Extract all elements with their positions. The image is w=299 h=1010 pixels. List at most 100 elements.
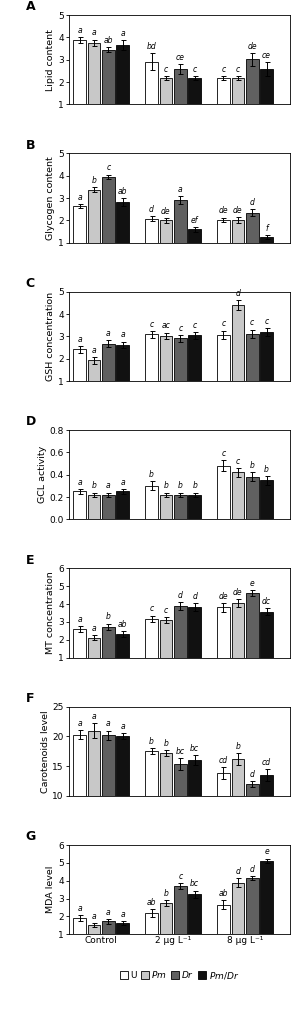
Text: a: a [91, 624, 96, 632]
Text: dc: dc [262, 597, 271, 606]
Bar [231, 220, 244, 242]
Text: ab: ab [103, 35, 113, 44]
Text: de: de [161, 207, 171, 216]
Bar [160, 336, 172, 381]
Bar [174, 338, 187, 381]
Bar [246, 593, 259, 658]
Bar [188, 495, 201, 519]
Text: c: c [265, 317, 269, 325]
Bar [145, 486, 158, 519]
Text: b: b [106, 612, 111, 621]
Bar [73, 349, 86, 381]
Text: b: b [149, 471, 154, 479]
Bar [116, 492, 129, 519]
Text: a: a [77, 193, 82, 202]
Y-axis label: Glycogen content: Glycogen content [46, 157, 55, 240]
Text: cd: cd [219, 756, 228, 766]
Text: de: de [219, 206, 228, 215]
Bar [160, 78, 172, 104]
Text: b: b [149, 737, 154, 746]
Text: a: a [120, 330, 125, 339]
Text: d: d [235, 289, 240, 298]
Bar [73, 40, 86, 104]
Bar [231, 603, 244, 658]
Bar [160, 220, 172, 242]
Bar [246, 333, 259, 381]
Text: ab: ab [147, 898, 156, 907]
Text: a: a [77, 478, 82, 487]
Bar [102, 921, 115, 934]
Text: a: a [106, 719, 111, 728]
Text: ce: ce [176, 53, 185, 62]
Y-axis label: MDA level: MDA level [46, 866, 55, 913]
Text: d: d [250, 198, 255, 207]
Bar [246, 60, 259, 104]
Text: a: a [120, 910, 125, 919]
Bar [88, 637, 100, 658]
Text: c: c [150, 319, 154, 328]
Text: b: b [164, 482, 168, 490]
Text: b: b [91, 176, 96, 185]
Bar [174, 69, 187, 104]
Bar [231, 883, 244, 934]
Y-axis label: Lipid content: Lipid content [46, 29, 55, 91]
Text: ab: ab [118, 619, 127, 628]
Bar [217, 466, 230, 519]
Text: c: c [236, 457, 240, 466]
Bar [188, 894, 201, 934]
Text: c: c [236, 65, 240, 74]
Text: c: c [221, 65, 226, 74]
Text: d: d [235, 868, 240, 876]
Bar [231, 473, 244, 519]
Text: de: de [248, 41, 257, 51]
Text: c: c [221, 319, 226, 328]
Bar [260, 612, 273, 658]
Bar [174, 765, 187, 796]
Text: c: c [221, 449, 226, 458]
Text: ab: ab [118, 187, 127, 196]
Text: bc: bc [190, 744, 199, 753]
Bar [73, 734, 86, 796]
Bar [116, 634, 129, 658]
Bar [88, 495, 100, 519]
Text: e: e [264, 847, 269, 856]
Text: d: d [250, 865, 255, 874]
Bar [116, 923, 129, 934]
Bar [260, 861, 273, 934]
Text: a: a [91, 28, 96, 37]
Bar [246, 784, 259, 796]
Bar [188, 78, 201, 104]
Bar [102, 627, 115, 658]
Bar [102, 343, 115, 381]
Text: a: a [77, 334, 82, 343]
Text: ef: ef [191, 216, 198, 225]
Text: a: a [106, 482, 111, 490]
Text: b: b [164, 739, 168, 747]
Bar [102, 49, 115, 104]
Bar [260, 775, 273, 796]
Bar [145, 218, 158, 242]
Text: cd: cd [262, 758, 271, 767]
Bar [260, 237, 273, 242]
Text: d: d [250, 770, 255, 779]
Text: a: a [120, 29, 125, 38]
Text: c: c [178, 872, 182, 881]
Text: a: a [77, 719, 82, 727]
Text: C: C [26, 277, 35, 290]
Text: d: d [192, 592, 197, 601]
Bar [260, 481, 273, 519]
Bar [88, 361, 100, 381]
Text: b: b [264, 465, 269, 474]
Text: b: b [91, 482, 96, 490]
Bar [188, 335, 201, 381]
Text: c: c [106, 164, 110, 173]
Bar [188, 761, 201, 796]
Bar [160, 753, 172, 796]
Bar [217, 905, 230, 934]
Bar [188, 229, 201, 242]
Bar [102, 735, 115, 796]
Bar [217, 220, 230, 242]
Text: c: c [193, 321, 197, 329]
Bar [145, 62, 158, 104]
Bar [217, 334, 230, 381]
